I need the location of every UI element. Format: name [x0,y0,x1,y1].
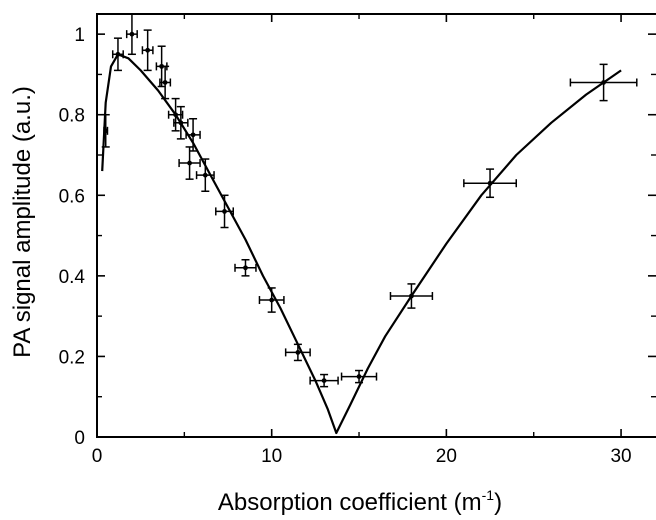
data-point [173,105,189,140]
data-marker [487,180,493,186]
y-tick-label: 0.2 [59,347,85,368]
data-marker [129,31,135,37]
data-point [195,158,215,193]
data-marker [295,350,301,355]
data-point [389,283,434,309]
data-marker [187,160,192,166]
data-marker [190,132,196,138]
data-point [258,287,285,313]
data-point [463,168,517,199]
data-point [125,13,138,56]
x-tick-label: 0 [92,446,103,467]
data-marker [103,128,109,134]
axis-ticks: 0 10 20 30 0 0.2 0.4 0.6 0.8 1 [59,14,656,467]
fitted-curve-layer [101,53,622,435]
data-point [284,343,311,362]
data-point [178,146,201,180]
axes-frame [96,13,656,438]
x-tick-label: 30 [610,446,631,467]
data-marker [145,47,151,53]
data-point [159,65,172,100]
data-marker [321,378,327,383]
x-axis-title: Absorption coefficient (m-1) [218,487,502,516]
data-point [111,37,124,72]
data-marker [222,209,227,214]
data-point [340,369,378,384]
x-axis-title-suffix: ) [494,489,502,516]
data-point [101,113,110,148]
data-marker [202,172,208,178]
data-marker [115,51,121,57]
x-axis-title-sup: -1 [482,487,495,503]
data-point [569,63,638,102]
data-marker [601,80,606,85]
y-tick-label: 0.6 [59,186,85,207]
data-point [215,194,235,229]
data-marker [243,265,248,271]
x-tick-label: 10 [261,446,282,467]
data-marker [409,293,414,299]
data-marker [162,80,168,85]
y-tick-label: 0.8 [59,106,85,127]
data-marker [356,374,362,379]
data-point [141,29,154,72]
data-point [185,117,201,152]
data-marker [269,297,275,303]
plot-frame [96,13,656,438]
x-tick-label: 20 [436,446,457,467]
y-tick-label: 0 [74,428,85,449]
data-point [167,97,184,132]
fitted-curve [101,53,622,435]
data-point [234,258,257,277]
data-point [309,373,339,388]
data-marker [178,120,184,126]
y-tick-label: 0.4 [59,267,86,288]
x-axis-title-main: Absorption coefficient (m [218,489,482,516]
y-tick-label: 1 [74,25,85,46]
data-points-layer [101,13,638,388]
y-axis-title: PA signal amplitude (a.u.) [9,86,36,358]
data-marker [173,112,179,118]
